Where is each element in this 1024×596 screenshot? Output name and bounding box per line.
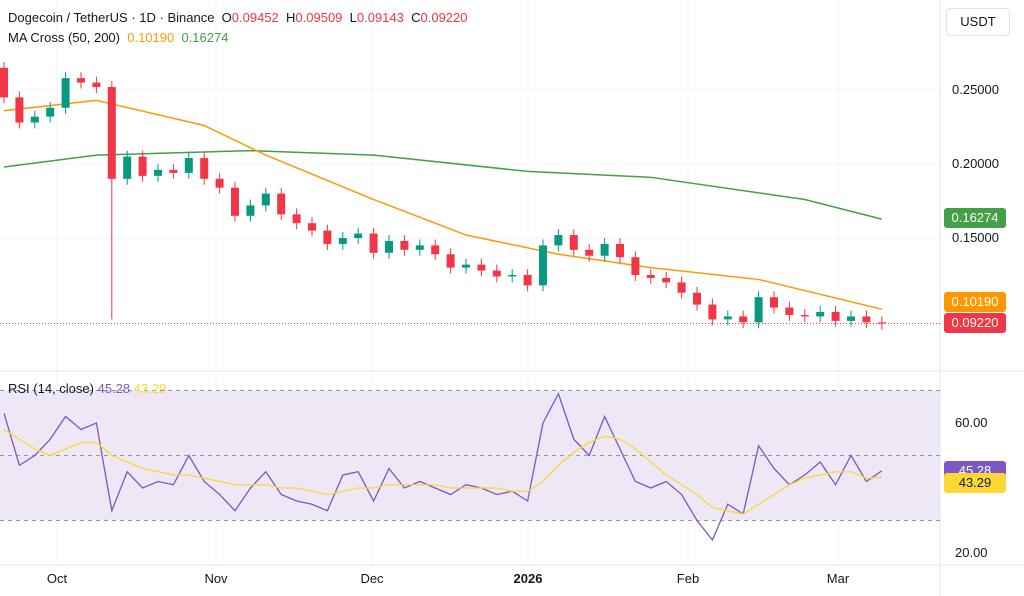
candle-body: [508, 275, 517, 277]
candle-body: [477, 264, 486, 271]
candle-body: [246, 205, 255, 216]
price-tick-label: 0.25000: [952, 82, 999, 97]
candle-body: [231, 187, 239, 216]
candle-body: [708, 304, 717, 320]
rsi-last-label: 43.29: [944, 473, 1006, 494]
rsi-band: [0, 390, 940, 521]
candle-body: [0, 67, 8, 98]
ma-title: MA Cross (50, 200): [8, 30, 120, 45]
time-tick-label: Mar: [826, 571, 850, 586]
candle-body: [723, 316, 732, 320]
ma200-value: 0.16274: [181, 30, 229, 45]
ma50-value: 0.10190: [127, 30, 175, 45]
candle-body: [446, 254, 455, 268]
low-value: 0.09143: [356, 10, 404, 25]
candle-body: [30, 116, 39, 123]
price-tick-label: 0.20000: [952, 156, 999, 171]
price-last-label: 0.09220: [944, 313, 1006, 333]
high-label: H: [286, 10, 296, 25]
symbol-title: Dogecoin / TetherUS · 1D · Binance: [8, 10, 215, 25]
candle-body: [308, 223, 316, 231]
candle-body: [631, 257, 640, 275]
time-tick-label: Dec: [360, 571, 384, 586]
ma200-line: [3, 149, 882, 220]
candle-body: [492, 270, 501, 277]
open-value: 0.09452: [231, 10, 279, 25]
rsi-tick-label: 20.00: [955, 545, 988, 560]
candle-body: [462, 264, 470, 268]
candle-body: [862, 316, 871, 323]
candle-body: [46, 107, 55, 117]
candle-body: [600, 243, 609, 256]
candle-body: [523, 275, 532, 286]
candle-body: [61, 78, 70, 108]
low-label: L: [349, 10, 357, 25]
rsi-ma-line: [3, 428, 882, 515]
candle-body: [169, 169, 178, 173]
rsi-line: [3, 392, 883, 542]
rsi-title: RSI (14, close): [8, 381, 94, 396]
candle-body: [369, 233, 378, 253]
candle-body: [107, 87, 116, 179]
candle-body: [816, 312, 825, 317]
candle-body: [138, 156, 147, 176]
candle-body: [847, 316, 855, 321]
candle-body: [400, 240, 409, 250]
candle-body: [277, 193, 286, 215]
candle-body: [554, 235, 563, 246]
time-tick-label: Oct: [46, 571, 68, 586]
candle-body: [92, 82, 101, 88]
rsi-tick-label: 60.00: [955, 415, 988, 430]
time-tick-label: Feb: [676, 571, 700, 586]
candle-body: [616, 243, 624, 258]
price-last-label: 0.16274: [944, 208, 1006, 228]
price-last-label: 0.10190: [944, 292, 1006, 312]
candle-body: [646, 275, 655, 278]
high-value: 0.09509: [295, 10, 343, 25]
price-tick-label: 0.15000: [952, 230, 999, 245]
candle-body: [215, 178, 224, 188]
candle-body: [539, 245, 547, 286]
candle-body: [323, 230, 332, 244]
candle-body: [15, 97, 24, 123]
candle-body: [831, 312, 840, 321]
candle-body: [739, 316, 748, 323]
candle-body: [569, 235, 578, 250]
candle-body: [154, 169, 162, 176]
candle-body: [338, 238, 347, 244]
close-label: C: [411, 10, 421, 25]
candle-body: [770, 297, 778, 308]
candle-body: [200, 158, 209, 179]
time-tick-label: Nov: [204, 571, 228, 586]
candle-body: [431, 245, 440, 255]
candle-body: [261, 193, 270, 206]
candle-body: [677, 282, 686, 293]
candle-body: [415, 245, 424, 250]
candle-body: [877, 322, 886, 324]
symbol-legend: Dogecoin / TetherUS · 1D · Binance O0.09…: [8, 10, 468, 25]
open-label: O: [221, 10, 232, 25]
candle-body: [77, 78, 85, 83]
rsi-value: 45.28: [97, 381, 131, 396]
candle-body: [800, 314, 809, 317]
time-tick-label: 2026: [513, 571, 543, 586]
rsi-legend[interactable]: RSI (14, close) 45.28 43.29: [8, 381, 166, 396]
candle-body: [585, 249, 594, 256]
ma-legend[interactable]: MA Cross (50, 200) 0.10190 0.16274: [8, 30, 228, 45]
candle-body: [354, 233, 363, 238]
ma50-line: [3, 99, 882, 310]
candle-body: [693, 292, 701, 305]
candle-body: [385, 240, 393, 253]
candle-body: [123, 156, 132, 179]
candle-body: [662, 277, 671, 283]
candle-body: [754, 297, 763, 323]
candle-body: [184, 158, 193, 173]
close-value: 0.09220: [420, 10, 468, 25]
candle-body: [785, 307, 794, 315]
currency-selector[interactable]: USDT: [946, 8, 1010, 36]
candle-body: [292, 214, 301, 224]
rsi-ma-value: 43.29: [133, 381, 167, 396]
